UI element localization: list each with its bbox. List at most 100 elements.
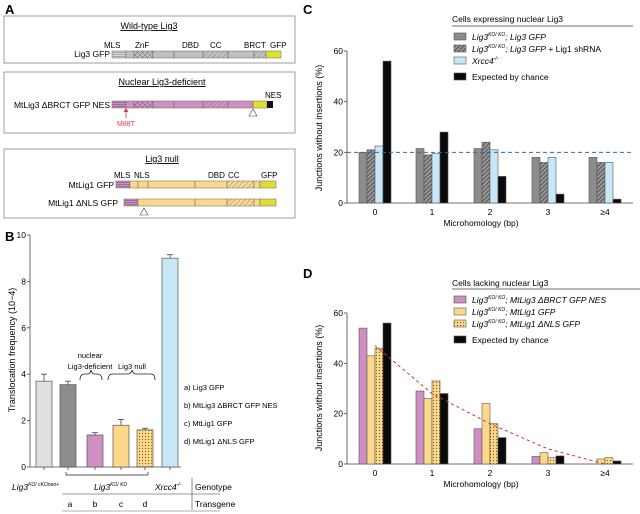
- d-legend-swatch: [453, 295, 467, 304]
- b-bracket-nuclear: nuclear Lig3-deficient: [68, 351, 114, 381]
- domain-label-cc: CC: [210, 41, 222, 50]
- d-ytick-label: 40: [334, 358, 344, 368]
- c-ylabel: Junctions without insertions (%): [314, 65, 324, 192]
- deletion-triangle: [139, 207, 149, 216]
- c-bar: [531, 157, 541, 204]
- c-legend-swatch: [453, 72, 467, 81]
- c-bar: [588, 157, 598, 204]
- c-bar: [423, 154, 433, 204]
- c-xlabel: Microhomology (bp): [443, 218, 518, 228]
- d-legend-title: Cells lacking nuclear Lig3: [452, 278, 549, 288]
- c-bar: [555, 193, 565, 204]
- genotype-lig3-ko: Lig3KO/ KO: [94, 482, 127, 492]
- d-bar: [604, 457, 614, 465]
- d-bar: [431, 380, 441, 465]
- c-legend-label: Lig3KO/ KO; Lig3 GFP: [472, 32, 546, 42]
- b-ytick-label: 0: [21, 462, 26, 472]
- mtlig1-gfp-label: MtLig1 GFP: [69, 180, 115, 190]
- domain-label-dbd-2: DBD: [208, 171, 225, 180]
- bracket-label-nuclear-2: Lig3-deficient: [68, 362, 114, 371]
- bracket-label-nuclear-1: nuclear: [78, 351, 103, 360]
- genotype-row-label: Genotype: [195, 482, 232, 492]
- transgene-d: d: [143, 499, 148, 509]
- c-bar: [481, 141, 491, 204]
- c-legend-label: Expected by chance: [472, 72, 549, 82]
- bracket-label-null: Lig3 null: [118, 362, 146, 371]
- c-bar: [366, 149, 376, 204]
- d-ytick-label: 20: [334, 409, 344, 419]
- d-bar: [497, 437, 507, 465]
- c-legend-label: Lig3KO/ KO; Lig3 GFP + Lig1 shRNA: [472, 44, 601, 54]
- wildtype-box: [3, 15, 296, 64]
- nuclear-deficient-box: [3, 71, 296, 134]
- b-bar: [136, 429, 154, 468]
- transgene-row-label: Transgene: [195, 499, 236, 509]
- d-xtick-label: 3: [546, 468, 551, 478]
- c-legend-swatch: [453, 44, 467, 53]
- lig3-null-box: [3, 148, 296, 219]
- c-bar: [431, 153, 441, 204]
- c-ytick-label: 0: [338, 198, 343, 208]
- d-xtick-label: ≥4: [600, 468, 610, 478]
- d-ytick-label: 0: [338, 459, 343, 469]
- nuclear-deficient-title: Nuclear Lig3-deficient: [118, 77, 206, 87]
- c-bar: [473, 148, 483, 204]
- c-legend-label: Xrcc4-/-: [471, 56, 499, 66]
- panel-label-d: D: [303, 266, 312, 281]
- genotype-lig3-ctrl: Lig3KO/ cKOneo+: [12, 482, 59, 492]
- d-bar: [358, 327, 368, 465]
- d-bar: [555, 455, 565, 465]
- c-bar: [358, 152, 368, 204]
- d-legend-swatch: [453, 307, 467, 316]
- d-bar: [374, 347, 384, 465]
- c-ytick-label: 40: [334, 97, 344, 107]
- b-bar: [112, 424, 130, 468]
- domain-label-gfp-2: GFP: [261, 171, 277, 180]
- b-ytick-label: 8: [21, 276, 26, 286]
- c-legend-swatch: [453, 32, 467, 41]
- mtlig3-construct-label: MtLig3 ΔBRCT GFP NES: [14, 100, 110, 110]
- c-xtick-label: 0: [373, 207, 378, 217]
- c-legend-title: Cells expressing nuclear Lig3: [452, 14, 563, 24]
- d-fit-curve: [374, 345, 606, 465]
- c-bar: [374, 145, 384, 204]
- d-xtick-label: 2: [488, 468, 493, 478]
- c-bar: [415, 148, 425, 204]
- c-xtick-label: ≥4: [600, 207, 610, 217]
- c-bar: [547, 157, 557, 204]
- c-bar: [612, 198, 622, 204]
- d-legend-label: Lig3KO/ KO; MtLig1 GFP: [472, 307, 556, 317]
- mtlig3-construct: [111, 100, 273, 117]
- c-xtick-label: 3: [546, 207, 551, 217]
- c-xtick-label: 2: [488, 207, 493, 217]
- b-bar: [59, 384, 77, 468]
- domain-label-mls: MLS: [104, 41, 120, 50]
- b-legend-c: c) MtLig1 GFP: [184, 419, 232, 428]
- domain-label-nls: NLS: [134, 171, 150, 180]
- domain-label-cc-2: CC: [228, 171, 240, 180]
- d-bar: [531, 456, 541, 465]
- panel-label-b: B: [5, 229, 14, 244]
- lig3-null-title: Lig3 null: [145, 154, 179, 164]
- domain-label-brct: BRCT: [244, 41, 266, 50]
- d-bar: [423, 398, 433, 465]
- domain-label-mls-2: MLS: [114, 171, 130, 180]
- d-bar: [489, 423, 499, 465]
- transgene-a: a: [68, 499, 73, 509]
- transgene-b: b: [93, 499, 98, 509]
- c-bar: [539, 162, 549, 204]
- c-bar: [596, 162, 606, 204]
- b-bracket-null: Lig3 null: [107, 362, 156, 381]
- b-ytick-label: 4: [21, 369, 26, 379]
- panel-label-c: C: [303, 2, 313, 17]
- c-bar: [439, 131, 449, 204]
- d-bar: [439, 393, 449, 465]
- mtlig1-dnls-construct: [123, 198, 277, 216]
- m88t-mutation-marker: M88T: [117, 108, 136, 128]
- d-ylabel: Junctions without insertions (%): [314, 325, 324, 452]
- c-ytick-label: 20: [334, 147, 344, 157]
- b-ytick-label: 10: [17, 230, 27, 240]
- mtlig1-dnls-label: MtLig1 ΔNLS GFP: [48, 198, 118, 208]
- m88t-label: M88T: [117, 121, 136, 128]
